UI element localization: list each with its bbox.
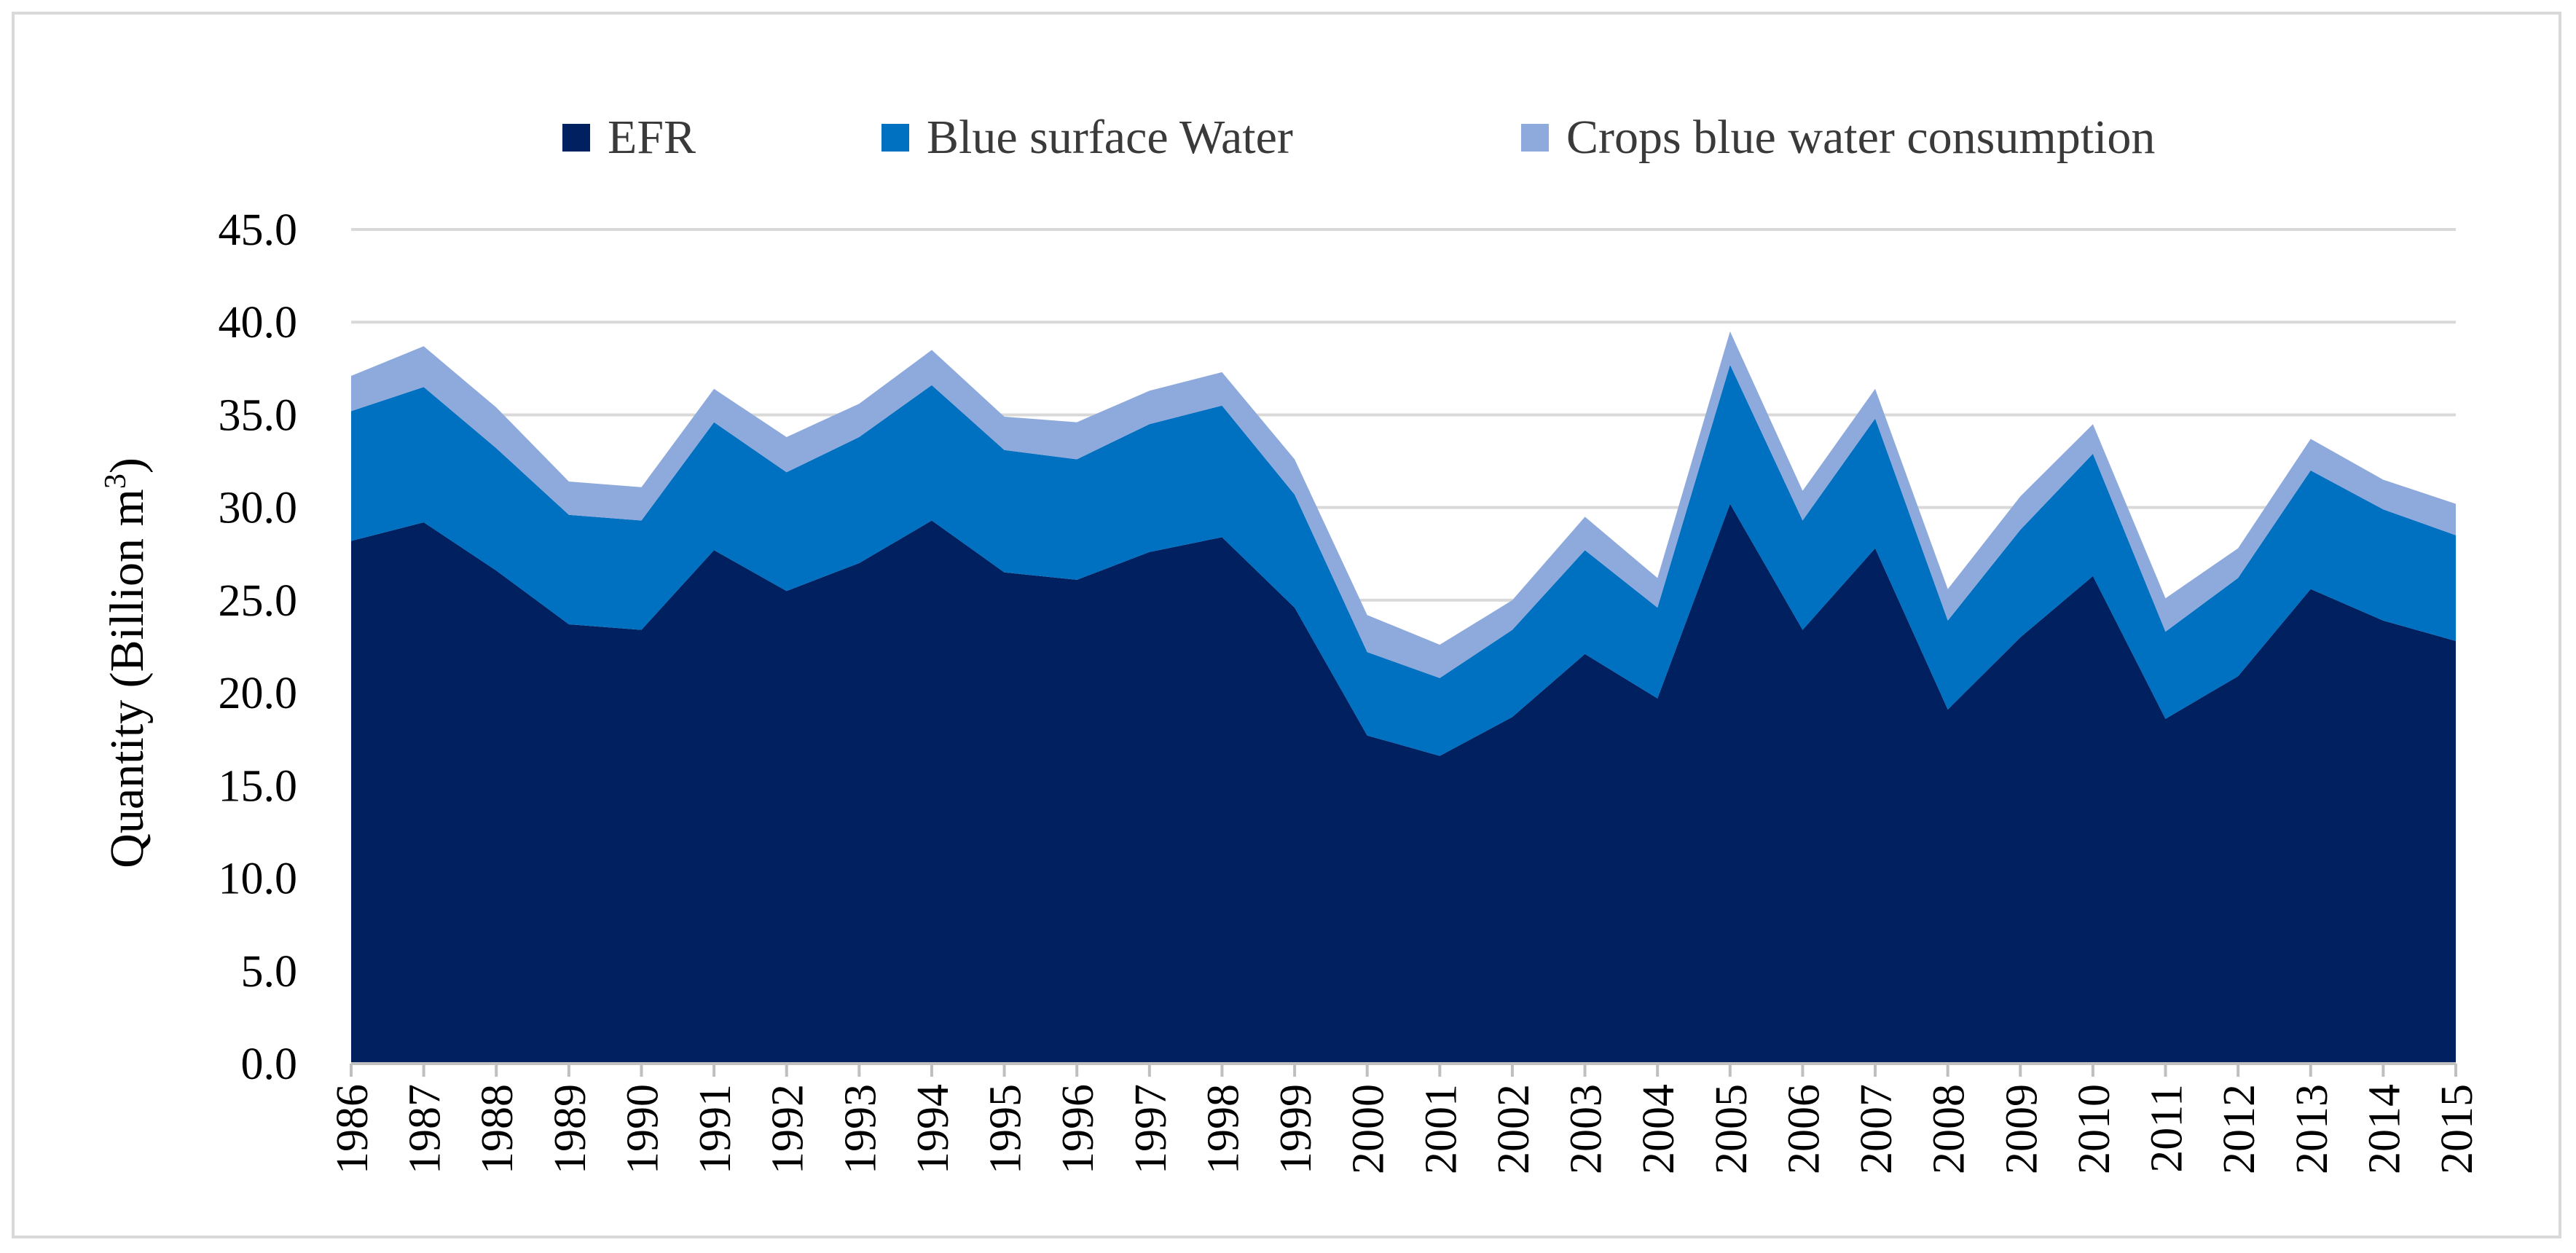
y-tick-label: 40.0 xyxy=(219,298,298,347)
x-tick-label: 2015 xyxy=(2432,1084,2482,1174)
area-series-blue-surface-water xyxy=(351,364,2456,756)
x-tick-label: 2002 xyxy=(1489,1084,1539,1174)
x-tick-label: 1995 xyxy=(981,1084,1031,1174)
x-axis-tick-labels: 1986 1987 1988 1989 1990 1991 1992 1993 1994 1995… xyxy=(328,1062,2482,1174)
y-tick-label: 35.0 xyxy=(219,390,298,440)
legend-label: Crops blue water consumption xyxy=(1566,111,2155,164)
x-tick-label: 2011 xyxy=(2143,1084,2192,1173)
y-tick-label: 20.0 xyxy=(219,669,298,718)
y-tick-label: 15.0 xyxy=(219,761,298,811)
x-tick-label: 1990 xyxy=(618,1084,667,1174)
x-tick-label: 1986 xyxy=(328,1084,377,1174)
x-tick-label: 2000 xyxy=(1344,1084,1394,1174)
x-tick-label: 2014 xyxy=(2360,1084,2409,1174)
area-series-efr xyxy=(351,503,2456,1064)
x-tick-label: 2006 xyxy=(1779,1084,1829,1174)
x-tick-label: 1991 xyxy=(691,1084,740,1174)
x-tick-label: 2005 xyxy=(1707,1084,1756,1174)
area-series xyxy=(351,331,2456,1064)
legend: EFR Blue surface Water Crops blue water co… xyxy=(562,111,2155,164)
legend-swatch xyxy=(881,124,909,152)
y-axis-tick-labels: 0.0 5.0 10.0 15.0 20.0 25.0 30.0 35.0 40.0 45.0 xyxy=(219,205,298,1089)
x-tick-label: 1998 xyxy=(1198,1084,1248,1174)
legend-swatch xyxy=(1521,124,1549,152)
x-tick-label: 2001 xyxy=(1416,1084,1466,1174)
x-tick-label: 2008 xyxy=(1925,1084,1974,1174)
x-tick-label: 1993 xyxy=(836,1084,885,1174)
x-tick-label: 2003 xyxy=(1562,1084,1611,1174)
y-tick-label: 10.0 xyxy=(219,855,298,904)
x-tick-label: 2010 xyxy=(2070,1084,2119,1174)
x-tick-label: 1992 xyxy=(763,1084,813,1174)
x-tick-label: 2012 xyxy=(2215,1084,2264,1174)
x-tick-label: 1997 xyxy=(1126,1084,1176,1174)
area-series-crops-blue-water-consumption xyxy=(351,331,2456,678)
x-tick-label: 1999 xyxy=(1271,1084,1321,1174)
y-axis-title: Quantity (Billion m3) xyxy=(99,457,154,868)
y-tick-label: 0.0 xyxy=(241,1040,298,1089)
legend-swatch xyxy=(562,124,590,152)
y-tick-label: 30.0 xyxy=(219,484,298,533)
legend-label: Blue surface Water xyxy=(927,111,1293,164)
x-tick-label: 1996 xyxy=(1053,1084,1103,1174)
x-tick-label: 2013 xyxy=(2288,1084,2337,1174)
x-tick-label: 1987 xyxy=(401,1084,450,1174)
x-tick-label: 1988 xyxy=(473,1084,522,1174)
y-tick-label: 45.0 xyxy=(219,205,298,255)
x-tick-label: 2004 xyxy=(1634,1084,1684,1174)
y-tick-label: 5.0 xyxy=(241,947,298,997)
x-tick-label: 1994 xyxy=(908,1084,958,1174)
x-tick-label: 2009 xyxy=(1997,1084,2046,1174)
x-tick-label: 1989 xyxy=(546,1084,595,1174)
y-tick-label: 25.0 xyxy=(219,576,298,626)
x-tick-label: 2007 xyxy=(1852,1084,1901,1174)
legend-label: EFR xyxy=(608,111,696,164)
